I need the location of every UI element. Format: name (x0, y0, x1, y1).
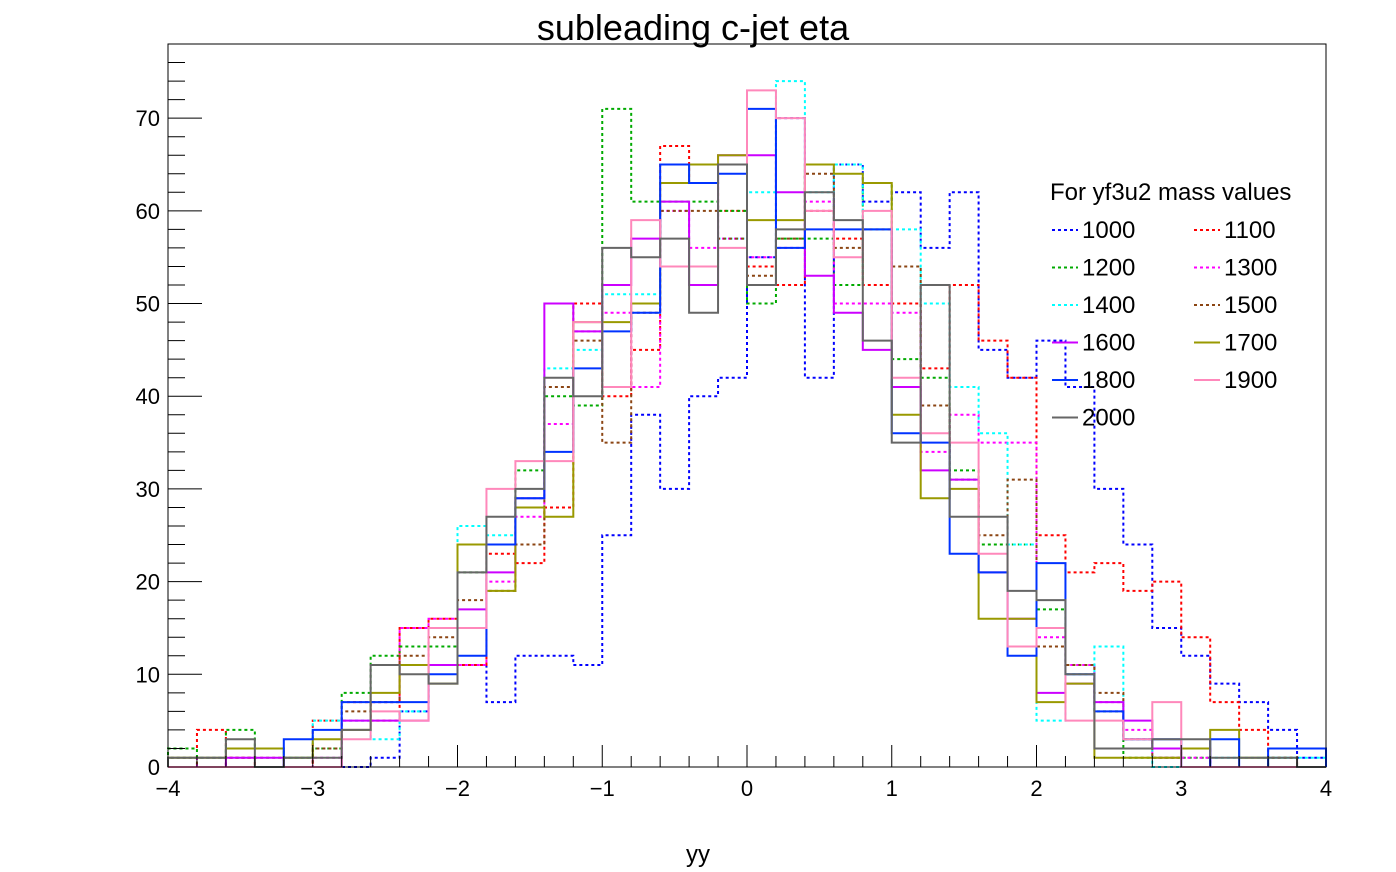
series-2000-histogram (167, 163, 1326, 768)
x-tick-label: 2 (1030, 776, 1042, 801)
legend: For yf3u2 mass values 1000 1100 1200 1300 14… (1050, 179, 1291, 432)
x-axis-title: yy (686, 841, 710, 868)
legend-label-1800: 1800 (1082, 367, 1135, 394)
y-tick-label: 70 (136, 106, 160, 131)
y-tick-label: 0 (148, 755, 160, 780)
y-tick-label: 30 (136, 477, 160, 502)
legend-label-1600: 1600 (1082, 330, 1135, 357)
legend-label-1000: 1000 (1082, 217, 1135, 244)
y-tick-label: 10 (136, 662, 160, 687)
legend-label-1300: 1300 (1224, 255, 1277, 282)
legend-label-1700: 1700 (1224, 330, 1277, 357)
legend-label-1900: 1900 (1224, 367, 1277, 394)
legend-label-1400: 1400 (1082, 292, 1135, 319)
x-tick-label: −3 (300, 776, 325, 801)
x-tick-label: 4 (1320, 776, 1332, 801)
y-tick-label: 40 (136, 384, 160, 409)
legend-label-1200: 1200 (1082, 255, 1135, 282)
y-tick-label: 60 (136, 199, 160, 224)
x-tick-label: −2 (445, 776, 470, 801)
legend-label-1500: 1500 (1224, 292, 1277, 319)
legend-label-2000: 2000 (1082, 405, 1135, 432)
x-tick-label: 3 (1175, 776, 1187, 801)
chart-title: subleading c-jet eta (537, 7, 850, 48)
y-tick-label: 50 (136, 292, 160, 317)
x-tick-label: 1 (886, 776, 898, 801)
x-tick-label: 0 (741, 776, 753, 801)
x-tick-label: −1 (590, 776, 615, 801)
legend-title: For yf3u2 mass values (1050, 179, 1291, 206)
x-tick-label: −4 (155, 776, 180, 801)
y-tick-label: 20 (136, 570, 160, 595)
series-layer (167, 80, 1327, 768)
legend-label-1100: 1100 (1224, 217, 1276, 244)
